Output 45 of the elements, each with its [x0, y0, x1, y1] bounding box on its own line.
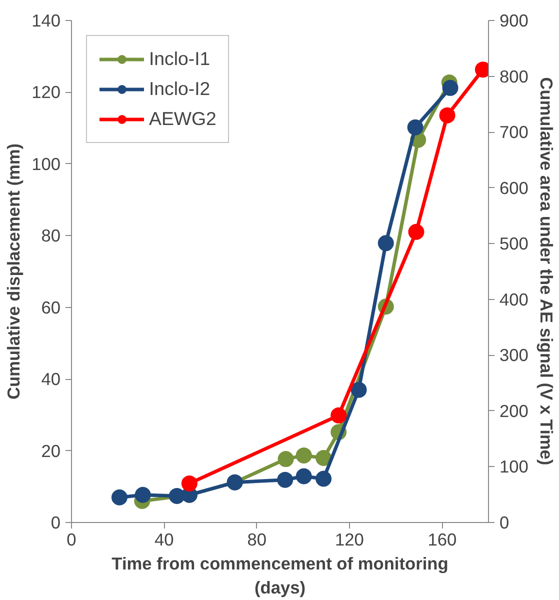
y-tick-label: 140 — [32, 10, 61, 30]
point — [134, 486, 151, 503]
y-tick-label: 40 — [41, 369, 61, 390]
point — [330, 407, 347, 424]
y2-axis-title: Cumulative area under the AE signal (V x Time) — [536, 77, 556, 466]
point — [408, 224, 424, 240]
y-tick-label: 100 — [32, 154, 61, 174]
x-axis-title: Time from commencement of monitoring (days) — [112, 554, 448, 598]
y2-tick-label: 0 — [500, 512, 510, 532]
point — [111, 489, 128, 506]
point — [442, 80, 458, 96]
y2-tick-label: 600 — [500, 178, 528, 198]
y2-tick-label: 400 — [500, 289, 528, 310]
point — [296, 447, 312, 464]
x-tick-label: 40 — [154, 530, 174, 550]
x-tick-label: 80 — [247, 530, 266, 550]
y-tick-label: 80 — [41, 226, 61, 246]
point — [350, 382, 367, 398]
y-tick-label: 20 — [41, 440, 61, 461]
point — [278, 451, 294, 468]
point — [439, 107, 456, 124]
x-tick-label: 160 — [428, 530, 457, 550]
x-tick-label: 0 — [66, 530, 76, 550]
y2-tick-label: 100 — [500, 456, 528, 477]
point — [316, 470, 332, 487]
y-tick-label: 60 — [41, 297, 61, 318]
point — [316, 450, 332, 466]
y2-tick-label: 500 — [500, 234, 528, 254]
y-tick-label: 0 — [50, 512, 61, 532]
y2-tick-label: 800 — [500, 66, 528, 86]
y-axis-title: Cumulative displacement (mm) — [4, 143, 24, 400]
legend-label: Inclo-I2 — [149, 78, 210, 100]
x-tick-label: 120 — [335, 530, 364, 550]
legend-label: Inclo-I1 — [149, 48, 210, 70]
point — [181, 475, 198, 492]
point — [296, 468, 312, 484]
y2-tick-label: 200 — [500, 400, 528, 421]
point — [407, 119, 424, 136]
y2-tick-label: 300 — [500, 345, 528, 366]
legend-label: AEWG2 — [149, 108, 216, 130]
y2-tick-label: 700 — [500, 122, 528, 142]
y2-tick-label: 900 — [500, 10, 528, 30]
point — [378, 235, 394, 252]
point — [277, 472, 294, 488]
y-tick-label: 120 — [32, 82, 61, 102]
